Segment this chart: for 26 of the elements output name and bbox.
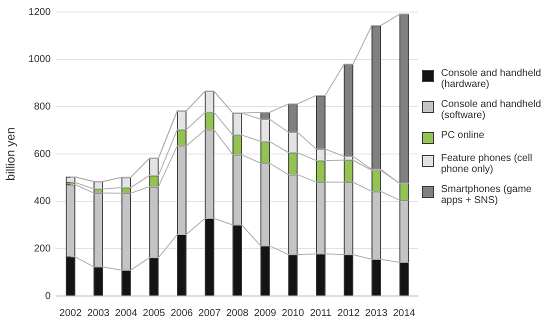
legend-label: PC online: [441, 130, 484, 141]
x-tick-label: 2013: [365, 308, 388, 319]
x-tick-label: 2008: [226, 308, 249, 319]
y-tick-label: 800: [34, 101, 52, 112]
x-tick-label: 2004: [115, 308, 138, 319]
y-tick-label: 400: [34, 196, 52, 208]
legend-label: Smartphones (game apps + SNS): [441, 184, 533, 206]
x-tick-label: 2006: [170, 308, 194, 319]
y-tick-label: 1200: [28, 6, 52, 18]
x-tick-label: 2009: [254, 308, 277, 319]
x-tick-label: 2014: [392, 308, 416, 319]
x-tick-label: 2012: [337, 308, 360, 319]
x-tick-label: 2005: [142, 308, 166, 319]
x-tick-label: 2002: [59, 308, 82, 319]
legend-label: Console and handheld (hardware): [441, 68, 542, 90]
x-tick-label: 2003: [87, 308, 110, 319]
legend-label: Feature phones (cell phone only): [441, 153, 534, 175]
y-tick-label: 1000: [28, 54, 52, 66]
y-tick-label: 0: [45, 290, 52, 302]
y-tick-label: 600: [34, 148, 52, 160]
x-tick-label: 2007: [198, 308, 222, 319]
x-tick-label: 2011: [310, 308, 332, 319]
legend-label: Console and handheld (software): [441, 99, 542, 121]
x-tick-label: 2010: [282, 308, 304, 319]
y-tick-label: 200: [34, 243, 52, 254]
y-axis-title: billion yen: [4, 127, 18, 181]
